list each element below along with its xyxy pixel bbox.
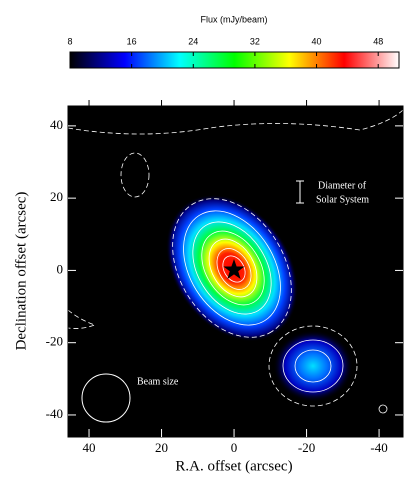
y-axis-label: Declination offset (arcsec): [13, 192, 29, 351]
y-tick-label: 40: [50, 117, 63, 132]
colorbar-tick-label: 24: [188, 36, 198, 46]
scale-bar: [296, 180, 304, 204]
colorbar-tick-label: 48: [373, 36, 383, 46]
star-marker: [223, 259, 245, 279]
x-tick-label: -40: [370, 440, 387, 455]
x-tick-label: 20: [155, 440, 168, 455]
annotation: Diameter of: [318, 180, 367, 191]
annotation: Solar System: [316, 194, 369, 205]
plot-frame: [67, 105, 404, 438]
y-tick-label: 20: [50, 189, 63, 204]
x-tick-label: -20: [298, 440, 315, 455]
y-tick-label: 0: [57, 261, 64, 276]
colorbar-tick-label: 32: [250, 36, 260, 46]
x-tick-label: 40: [83, 440, 96, 455]
y-tick-label: -20: [46, 334, 63, 349]
y-tick-label: -40: [46, 406, 63, 421]
colorbar-tick-label: 8: [67, 36, 72, 46]
colorbar: Flux (mJy/beam) 8 16 24 32 40 48: [67, 14, 400, 69]
colorbar-title: Flux (mJy/beam): [200, 14, 267, 24]
annotation: Beam size: [137, 376, 179, 387]
contours: [68, 109, 403, 414]
x-tick-label: 0: [231, 440, 238, 455]
colorbar-tick-label: 16: [127, 36, 137, 46]
beam-circle: [81, 373, 131, 423]
x-axis-label: R.A. offset (arcsec): [175, 458, 292, 474]
colorbar-scale: [69, 51, 400, 69]
colorbar-tick-label: 40: [312, 36, 322, 46]
secondary-source: [273, 330, 353, 402]
emission-map: Diameter of Solar System Beam size: [68, 109, 403, 423]
